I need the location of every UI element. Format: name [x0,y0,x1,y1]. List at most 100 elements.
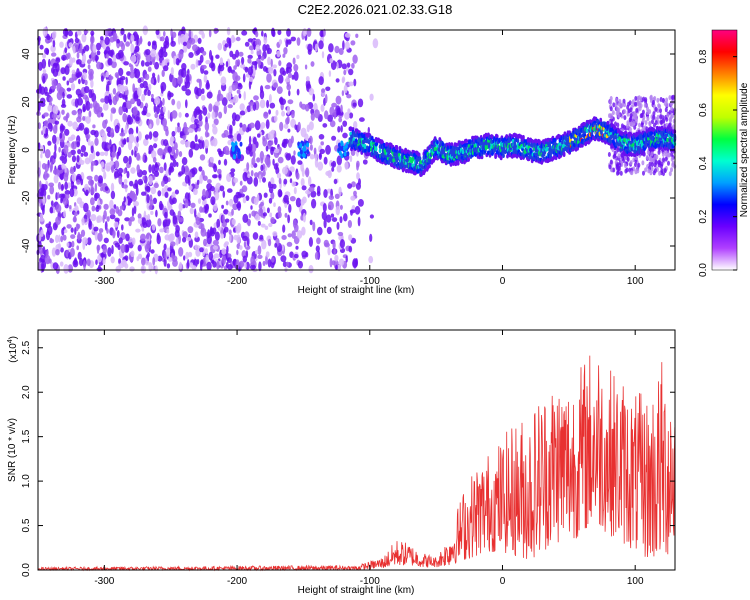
noise-speck [118,106,123,116]
noise-speck [67,52,71,60]
noise-speck [623,115,627,121]
noise-speck [92,124,96,129]
noise-speck [260,157,264,164]
noise-speck [205,190,209,199]
noise-speck [129,190,136,200]
noise-speck [163,44,167,49]
noise-speck [163,65,169,72]
noise-speck [209,230,215,237]
signal-point [404,164,407,169]
noise-speck [128,219,132,227]
noise-speck [57,181,62,190]
noise-speck [277,29,282,36]
noise-speck [334,45,340,54]
noise-speck [271,116,275,123]
noise-speck [227,211,232,216]
noise-speck [211,62,216,72]
noise-speck [607,152,611,157]
noise-speck [163,257,167,267]
noise-speck [178,50,184,60]
noise-speck [670,156,674,162]
noise-speck [665,116,669,122]
noise-speck [201,32,205,39]
noise-speck [100,75,104,82]
signal-point [464,138,468,143]
noise-speck [40,183,45,194]
noise-speck [215,54,220,59]
noise-speck [331,166,335,172]
noise-speck [170,67,174,76]
noise-speck [118,258,122,265]
noise-speck [87,237,92,246]
signal-point [455,142,458,148]
noise-speck [61,98,66,107]
noise-speck [130,98,136,105]
signal-point [573,142,576,148]
noise-speck [164,35,169,46]
noise-speck [97,175,103,184]
noise-speck [236,202,241,209]
noise-speck [327,201,334,211]
noise-speck [178,151,183,157]
noise-speck [219,57,224,67]
noise-speck [268,197,273,204]
noise-speck [61,163,65,170]
signal-point [530,155,533,160]
noise-speck [130,34,135,42]
noise-speck [167,146,172,153]
noise-speck [190,31,194,40]
noise-speck [266,158,271,168]
noise-speck [81,33,87,43]
noise-speck [110,166,114,171]
noise-speck [177,35,181,45]
noise-speck [666,113,670,118]
noise-speck [355,33,359,38]
noise-speck [229,233,232,243]
noise-speck [175,238,179,246]
signal-point [620,135,624,140]
noise-speck [70,227,74,233]
noise-speck [136,98,141,107]
signal-point [611,144,614,149]
signal-point [449,162,453,167]
noise-speck [122,184,128,189]
noise-speck [637,162,641,168]
signal-point [633,152,637,158]
noise-speck [125,76,128,85]
noise-speck [344,32,351,38]
noise-speck [190,202,196,208]
snr-y-ticks: 0.00.51.01.52.02.5 [21,340,675,577]
noise-speck [216,261,220,270]
noise-speck [353,190,357,196]
noise-speck [150,186,157,195]
signal-point [237,152,241,158]
noise-speck [90,161,96,166]
signal-point [415,160,419,165]
noise-speck [296,37,301,46]
noise-speck [198,139,203,150]
noise-speck [369,93,374,101]
noise-speck [326,226,332,235]
signal-point [576,146,579,151]
noise-speck [200,259,204,265]
noise-speck [308,265,314,274]
noise-speck [213,164,218,173]
noise-speck [304,64,308,70]
noise-speck [108,75,114,80]
noise-speck [196,179,200,185]
y-tick-label: -20 [21,190,32,205]
noise-speck [94,182,98,193]
noise-speck [266,47,272,55]
noise-speck [270,140,274,146]
noise-speck [638,103,642,108]
noise-speck [130,167,136,174]
signal-point [494,152,497,158]
noise-speck [276,86,283,94]
noise-speck [314,43,318,52]
noise-speck [346,94,352,99]
noise-speck [320,141,325,146]
signal-point [441,142,445,147]
noise-speck [339,216,343,224]
noise-speck [59,261,64,267]
noise-speck [348,245,353,253]
